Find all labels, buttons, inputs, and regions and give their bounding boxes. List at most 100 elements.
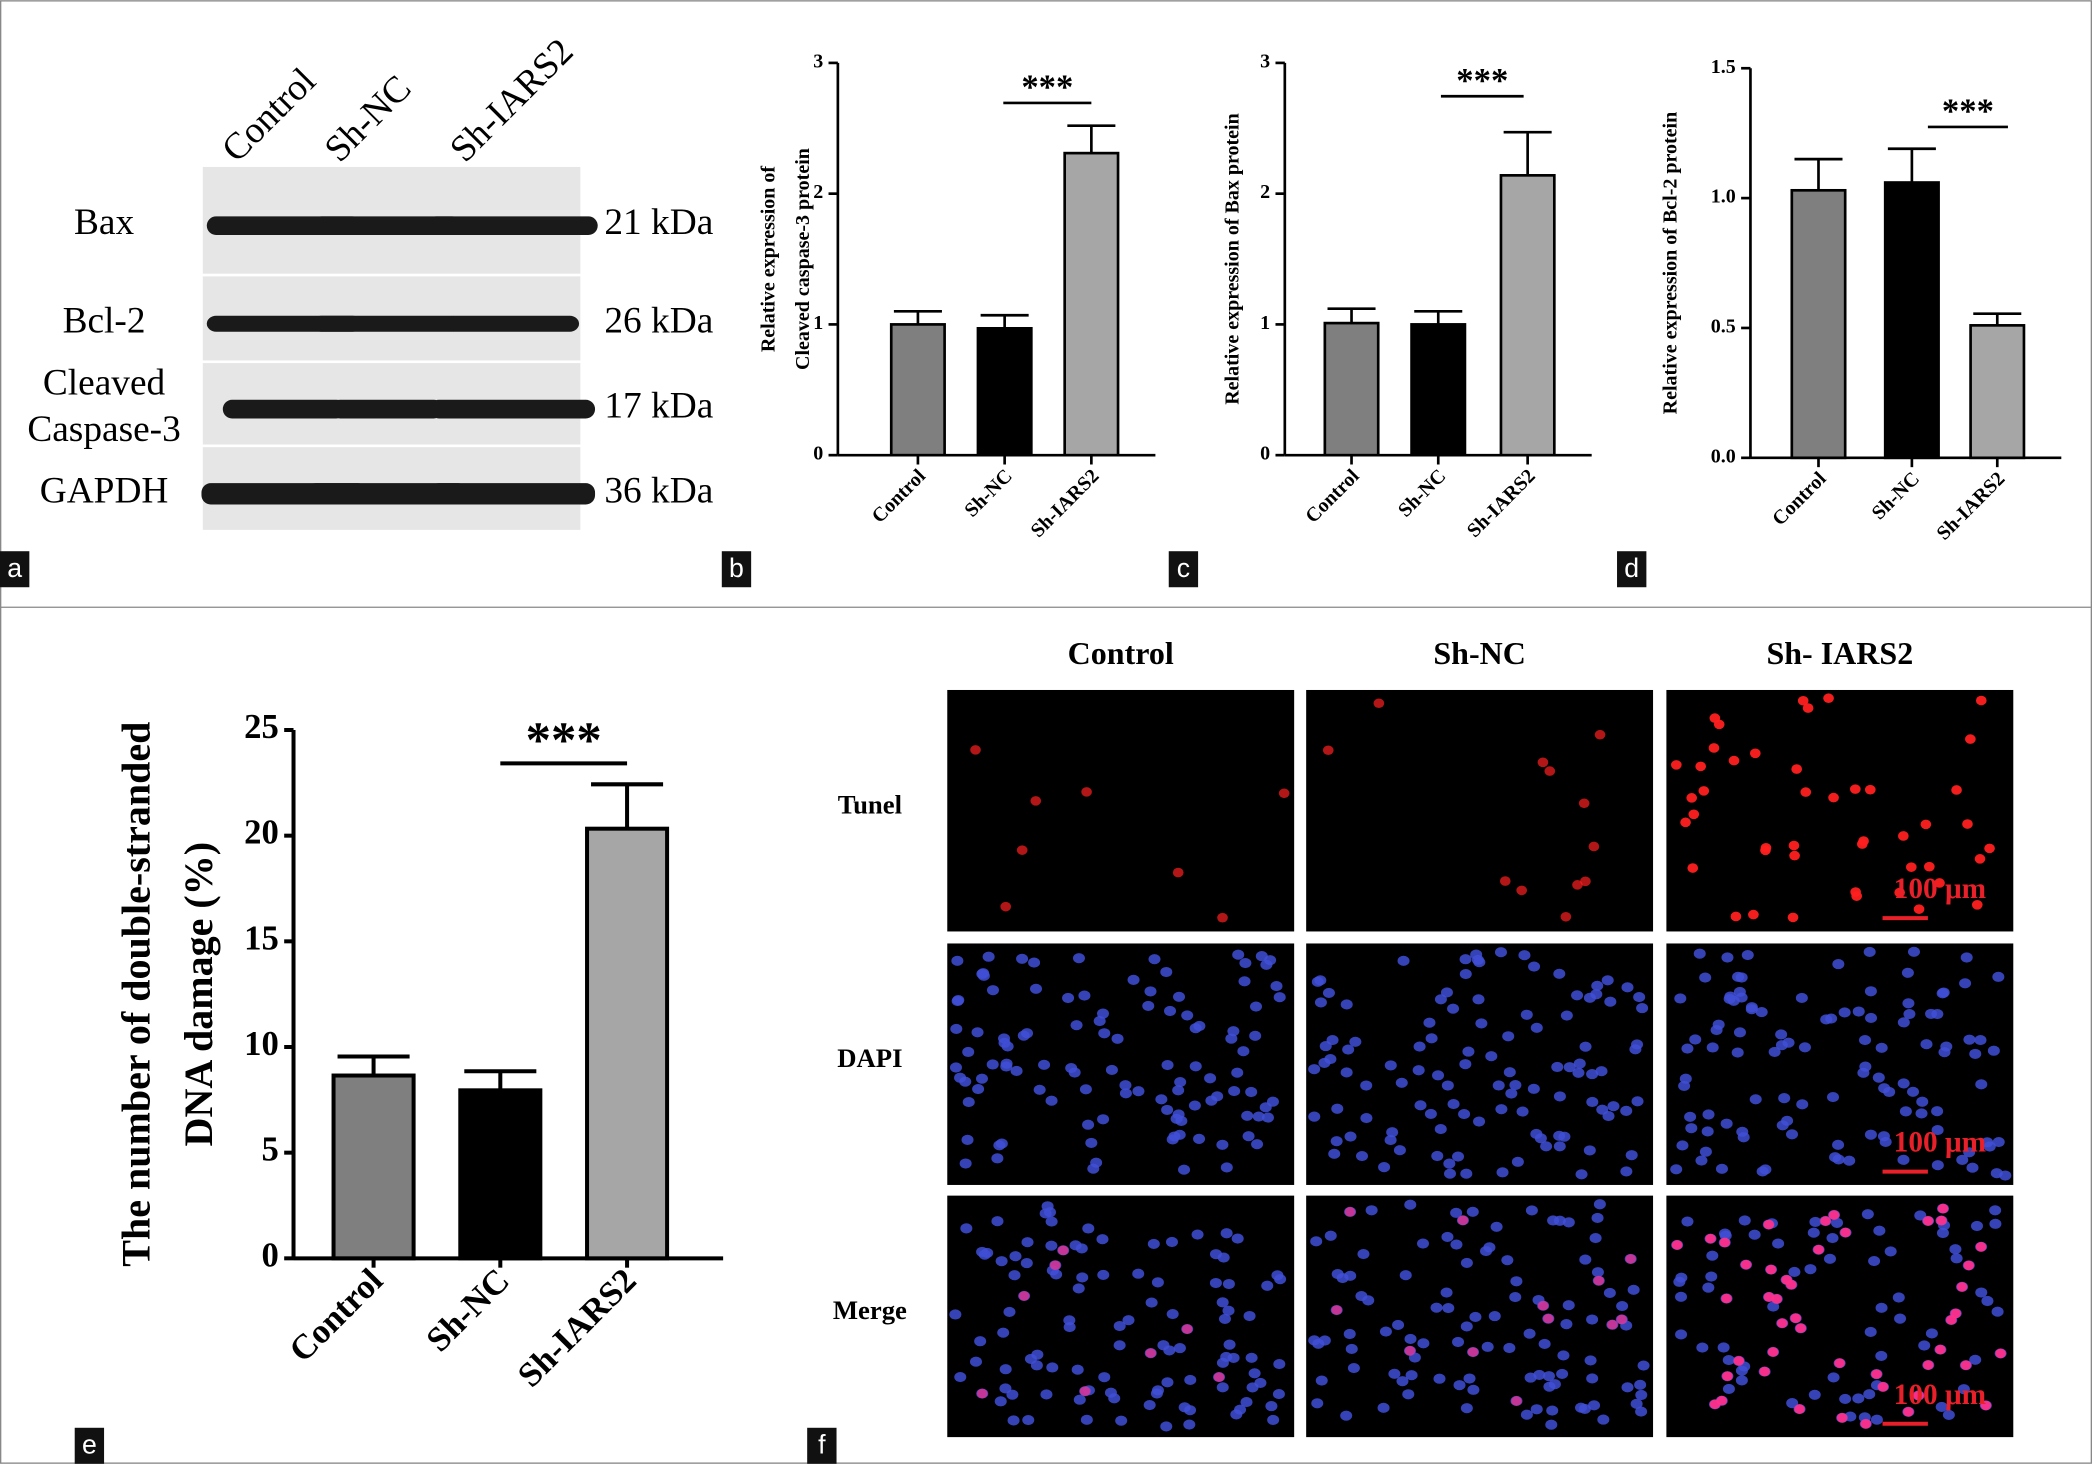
y-tick-label: 10: [244, 1024, 279, 1063]
nucleus: [1079, 1084, 1092, 1095]
nucleus: [1443, 1158, 1456, 1169]
tunel-nucleus: [1802, 703, 1814, 713]
nucleus: [1591, 980, 1604, 991]
nucleus: [1308, 1064, 1321, 1075]
tunel-nucleus: [1217, 912, 1228, 923]
nucleus: [1804, 1264, 1817, 1275]
nucleus: [1878, 1083, 1891, 1094]
nucleus: [1220, 1351, 1233, 1363]
nucleus: [1234, 1404, 1247, 1415]
tunel-nucleus: [1760, 842, 1772, 853]
nucleus: [1452, 1336, 1465, 1348]
tunel-nucleus: [1079, 1386, 1091, 1396]
y-axis-label: Relative expression of Bax protein: [1222, 113, 1244, 404]
nucleus: [1852, 1393, 1865, 1404]
nucleus: [1963, 1034, 1976, 1045]
panel-label-box: [74, 1427, 105, 1464]
nucleus: [1969, 1354, 1982, 1365]
nucleus: [1844, 1411, 1857, 1422]
nucleus: [1738, 1215, 1751, 1226]
nucleus: [1272, 1389, 1285, 1400]
nucleus: [1178, 1164, 1191, 1175]
nucleus: [1098, 1028, 1111, 1039]
nucleus: [1942, 1409, 1955, 1420]
nucleus: [1684, 1111, 1697, 1122]
nucleus: [1434, 994, 1447, 1005]
panel-label: c: [1177, 553, 1190, 583]
nucleus: [1575, 1169, 1588, 1180]
tunel-nucleus: [1709, 1399, 1721, 1410]
nucleus: [1597, 1414, 1610, 1425]
row-label: Bcl-2: [63, 300, 146, 341]
nucleus: [1627, 1284, 1640, 1295]
panel-label-box: [807, 1427, 837, 1464]
nucleus: [1553, 1091, 1566, 1102]
nucleus: [1264, 955, 1277, 966]
nucleus: [1560, 1319, 1573, 1330]
nucleus: [1809, 1216, 1822, 1227]
nucleus: [1562, 1217, 1575, 1228]
nucleus: [1315, 1375, 1328, 1386]
nucleus: [1344, 1270, 1357, 1281]
nucleus: [1209, 1249, 1222, 1260]
nucleus: [1249, 1030, 1262, 1041]
nucleus: [1254, 1377, 1267, 1388]
nucleus: [1540, 1141, 1553, 1152]
nucleus: [1447, 1003, 1460, 1014]
nucleus: [1028, 957, 1041, 968]
nucleus: [1384, 1060, 1397, 1071]
nucleus: [1538, 1338, 1551, 1350]
nucleus: [1702, 1109, 1715, 1120]
nucleus: [1959, 978, 1972, 989]
tunel-nucleus: [1971, 900, 1983, 910]
nucleus: [1331, 1268, 1344, 1280]
nucleus: [1839, 1393, 1852, 1404]
nucleus: [1466, 1206, 1479, 1217]
nucleus: [1607, 1101, 1620, 1112]
y-tick-label: 1.5: [1711, 56, 1736, 78]
tunel-nucleus: [1537, 1300, 1549, 1311]
band-size: 21 kDa: [604, 202, 713, 243]
nucleus: [1827, 1372, 1840, 1383]
nucleus: [1956, 1154, 1969, 1165]
bar: [1883, 181, 1940, 460]
nucleus: [1731, 1047, 1744, 1058]
nucleus: [1546, 1405, 1559, 1416]
tunel-nucleus: [1713, 719, 1725, 730]
nucleus: [1148, 954, 1161, 965]
nucleus: [1184, 1374, 1197, 1386]
nucleus: [1193, 1020, 1206, 1032]
tunel-nucleus: [1965, 734, 1976, 744]
nucleus: [1826, 1232, 1839, 1244]
tunel-nucleus: [1695, 761, 1707, 772]
nucleus: [1104, 1387, 1117, 1398]
nucleus: [1043, 1207, 1056, 1218]
nucleus: [1432, 1070, 1445, 1081]
nucleus: [1925, 1008, 1938, 1019]
nucleus: [1706, 1250, 1719, 1261]
nucleus: [1823, 1253, 1836, 1264]
nucleus: [1492, 1080, 1505, 1091]
nucleus: [1231, 1233, 1244, 1244]
nucleus: [1119, 1080, 1132, 1091]
tunel-nucleus: [1795, 1323, 1807, 1334]
tunel-nucleus: [1467, 1347, 1479, 1357]
nucleus: [1098, 1372, 1111, 1383]
tunel-nucleus: [1722, 1371, 1733, 1381]
nucleus: [1502, 1031, 1515, 1042]
nucleus: [1776, 1120, 1789, 1131]
nucleus: [1347, 1362, 1360, 1374]
nucleus: [1825, 1013, 1838, 1024]
tunel-nucleus: [1877, 1382, 1889, 1392]
tunel-nucleus: [1719, 1237, 1731, 1248]
nucleus: [1223, 1339, 1236, 1350]
nucleus: [1003, 1306, 1016, 1317]
nucleus: [1616, 1300, 1629, 1312]
significance-label: ***: [1942, 92, 1994, 131]
tunel-nucleus: [1278, 788, 1290, 799]
bar: [1410, 323, 1467, 457]
panel-label-box: [0, 551, 30, 588]
nucleus: [1459, 954, 1472, 965]
nucleus: [1395, 1077, 1408, 1088]
nucleus: [1330, 1136, 1343, 1147]
